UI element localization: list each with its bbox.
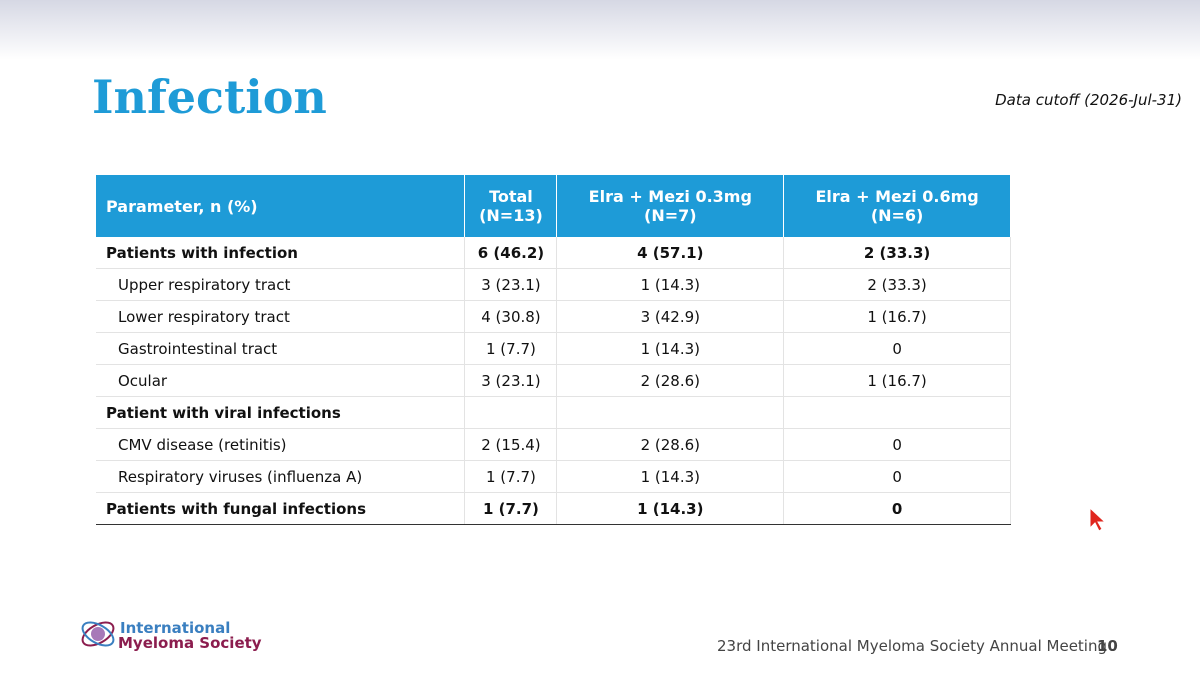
cell: 0 [783, 460, 1011, 493]
header-line: Elra + Mezi 0.6mg [815, 187, 979, 206]
header-line: Elra + Mezi 0.3mg [588, 187, 752, 206]
cell: 4 (57.1) [556, 237, 785, 269]
cell: 4 (30.8) [464, 300, 558, 333]
item-row: CMV disease (retinitis) 2 (15.4) 2 (28.6) 0 [96, 428, 1011, 461]
row-label: Patient with viral infections [96, 396, 466, 429]
cell: 1 (14.3) [556, 460, 785, 493]
cell: 1 (14.3) [556, 332, 785, 365]
infection-table: Parameter, n (%) Total (N=13) Elra + Mezi 0… [96, 175, 1011, 525]
cell: 1 (7.7) [464, 492, 558, 525]
row-label: Respiratory viruses (influenza A) [96, 460, 466, 493]
cell: 3 (42.9) [556, 300, 785, 333]
item-row: Gastrointestinal tract 1 (7.7) 1 (14.3) 0 [96, 332, 1011, 365]
cell: 2 (28.6) [556, 428, 785, 461]
cell: 1 (16.7) [783, 364, 1011, 397]
cell: 1 (14.3) [556, 492, 785, 525]
header-line: (N=13) [479, 206, 543, 225]
item-row: Respiratory viruses (influenza A) 1 (7.7)… [96, 460, 1011, 493]
column-header: Elra + Mezi 0.3mg (N=7) [556, 175, 785, 237]
row-label: Patients with fungal infections [96, 492, 466, 525]
cell: 6 (46.2) [464, 237, 558, 269]
section-row: Patients with infection 6 (46.2) 4 (57.1) 2… [96, 237, 1011, 269]
section-row: Patients with fungal infections 1 (7.7) 1 … [96, 492, 1011, 525]
header-line: Parameter, n (%) [106, 196, 258, 216]
cell [556, 396, 785, 429]
mouse-cursor [1089, 506, 1107, 532]
row-label: CMV disease (retinitis) [96, 428, 466, 461]
page-number: 10 [1097, 637, 1118, 655]
item-row: Upper respiratory tract 3 (23.1) 1 (14.3) 2… [96, 268, 1011, 301]
header-line: Total [489, 187, 533, 206]
cell: 0 [783, 428, 1011, 461]
logo-text: Myeloma Society [118, 634, 262, 652]
cell: 3 (23.1) [464, 268, 558, 301]
cell: 1 (7.7) [464, 460, 558, 493]
row-label: Gastrointestinal tract [96, 332, 466, 365]
row-label: Upper respiratory tract [96, 268, 466, 301]
column-header: Elra + Mezi 0.6mg (N=6) [783, 175, 1011, 237]
cell: 0 [783, 492, 1011, 525]
header-line: (N=6) [870, 206, 924, 225]
item-row: Ocular 3 (23.1) 2 (28.6) 1 (16.7) [96, 364, 1011, 397]
cell: 2 (28.6) [556, 364, 785, 397]
top-band [0, 0, 1200, 60]
slide-title: Infection [92, 70, 327, 124]
meeting-name: 23rd International Myeloma Society Annua… [717, 637, 1107, 655]
column-header: Total (N=13) [464, 175, 558, 237]
logo-text: International [120, 619, 231, 637]
cell [464, 396, 558, 429]
cell: 1 (14.3) [556, 268, 785, 301]
item-row: Lower respiratory tract 4 (30.8) 3 (42.9) 1… [96, 300, 1011, 333]
column-header: Parameter, n (%) [96, 175, 466, 237]
row-label: Lower respiratory tract [96, 300, 466, 333]
cell: 2 (33.3) [783, 268, 1011, 301]
cell: 0 [783, 332, 1011, 365]
data-cutoff: Data cutoff (2026-Jul-31) [995, 91, 1182, 109]
cell [783, 396, 1011, 429]
cell: 1 (16.7) [783, 300, 1011, 333]
cell: 3 (23.1) [464, 364, 558, 397]
header-line: (N=7) [644, 206, 697, 225]
cell: 2 (33.3) [783, 237, 1011, 269]
cell: 2 (15.4) [464, 428, 558, 461]
cell: 1 (7.7) [464, 332, 558, 365]
section-row: Patient with viral infections [96, 396, 1011, 429]
logo-icon [81, 621, 115, 647]
row-label: Patients with infection [96, 237, 466, 269]
row-label: Ocular [96, 364, 466, 397]
